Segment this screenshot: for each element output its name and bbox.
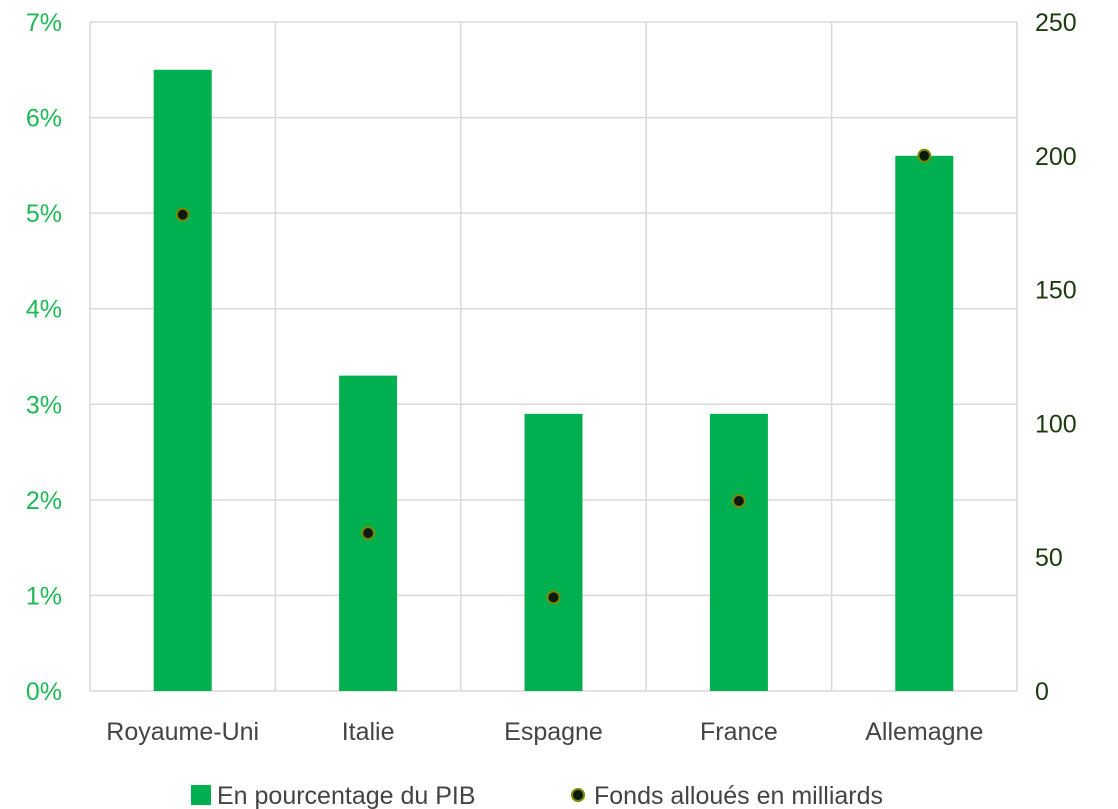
data-point [175, 207, 190, 222]
left-tick-label: 2% [26, 487, 62, 515]
right-axis: 0 50 100 150 200 250 [1035, 9, 1077, 706]
legend-point-label: Fonds alloués en milliards [594, 782, 883, 809]
right-tick-label: 200 [1035, 143, 1077, 171]
left-tick-label: 6% [26, 105, 62, 133]
left-axis: 0% 1% 2% 3% 4% 5% 6% 7% [26, 9, 62, 706]
bar [895, 155, 954, 692]
bar [153, 69, 212, 692]
left-tick-label: 4% [26, 296, 62, 324]
legend: En pourcentage du PIB Fonds alloués en m… [191, 782, 883, 809]
left-tick-label: 3% [26, 391, 62, 419]
category-label: Royaume-Uni [106, 718, 259, 746]
right-tick-label: 50 [1035, 544, 1063, 572]
bar-series [153, 69, 954, 692]
right-tick-label: 250 [1035, 9, 1077, 37]
data-point [917, 148, 932, 163]
left-tick-label: 1% [26, 582, 62, 610]
point-series [175, 148, 932, 605]
x-axis: Royaume-Uni Italie Espagne France Allemagne [106, 718, 983, 746]
right-tick-label: 100 [1035, 410, 1077, 438]
bar [709, 413, 768, 691]
data-point [731, 494, 746, 509]
data-point [361, 526, 376, 541]
data-point [546, 590, 561, 605]
right-tick-label: 0 [1035, 678, 1049, 706]
category-label: Italie [342, 718, 395, 746]
category-label: France [700, 718, 778, 746]
legend-bar-swatch [191, 785, 211, 805]
left-tick-label: 7% [26, 9, 62, 37]
legend-bar-label: En pourcentage du PIB [217, 782, 476, 809]
right-tick-label: 150 [1035, 277, 1077, 305]
bar [524, 413, 583, 691]
category-label: Allemagne [865, 718, 983, 746]
grid [89, 21, 1018, 692]
left-tick-label: 0% [26, 678, 62, 706]
left-tick-label: 5% [26, 200, 62, 228]
legend-point-swatch [571, 788, 585, 802]
category-label: Espagne [504, 718, 603, 746]
